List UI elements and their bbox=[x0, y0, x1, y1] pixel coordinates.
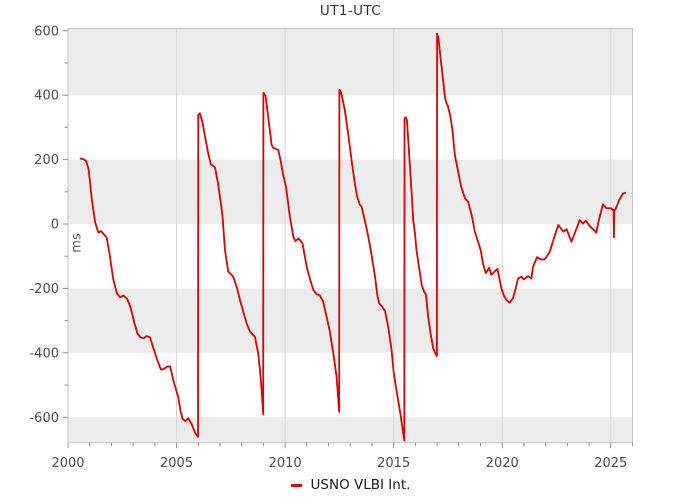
y-tick-label: 400 bbox=[34, 89, 59, 104]
x-tick-label: 2020 bbox=[486, 456, 519, 471]
y-axis-label: ms bbox=[69, 233, 85, 253]
plot-band bbox=[68, 159, 633, 225]
y-tick-label: 600 bbox=[34, 24, 59, 39]
y-tick-label: 200 bbox=[34, 153, 59, 168]
chart-title: UT1-UTC bbox=[319, 3, 382, 19]
legend: USNO VLBI Int. bbox=[68, 476, 633, 494]
data-line-usno-vlbi-int- bbox=[79, 32, 627, 442]
y-tick-label: -200 bbox=[29, 282, 59, 297]
y-tick-label: -400 bbox=[29, 346, 59, 361]
legend-line-swatch bbox=[290, 483, 302, 487]
y-tick-label: 0 bbox=[51, 218, 59, 233]
y-tick-label: -600 bbox=[29, 411, 59, 426]
legend-label: USNO VLBI Int. bbox=[310, 477, 411, 493]
x-tick-label: 2000 bbox=[51, 456, 84, 471]
x-tick-label: 2015 bbox=[377, 456, 410, 471]
plot-band bbox=[68, 28, 633, 96]
plot-band bbox=[68, 417, 633, 443]
x-tick-label: 2025 bbox=[594, 456, 627, 471]
x-tick-label: 2005 bbox=[160, 456, 193, 471]
plot-band bbox=[68, 288, 633, 353]
x-tick-label: 2010 bbox=[269, 456, 302, 471]
